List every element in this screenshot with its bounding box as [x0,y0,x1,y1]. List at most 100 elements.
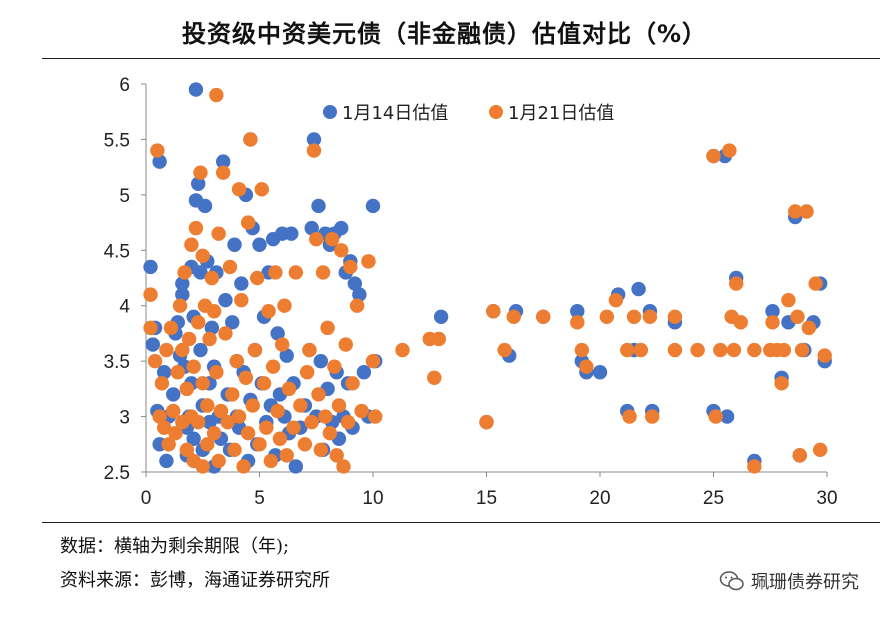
point-jan21 [170,365,185,380]
point-jan21 [733,315,748,330]
point-jan14 [186,431,201,446]
point-jan14 [347,276,363,291]
point-jan21 [354,403,369,419]
point-jan21 [331,398,347,413]
point-jan21 [329,448,344,463]
brand-name: 珮珊债券研究 [751,572,859,593]
point-jan21 [343,259,358,275]
point-jan21 [642,309,658,324]
point-jan21 [318,409,333,424]
point-jan21 [776,342,792,358]
point-jan21 [320,320,335,336]
point-jan14 [631,281,646,297]
point-jan21 [161,437,176,452]
point-jan21 [349,298,365,313]
point-jan21 [222,259,238,275]
point-jan21 [191,315,206,330]
point-jan14 [143,259,158,275]
point-jan21 [245,398,260,413]
point-jan21 [801,320,817,336]
point-jan14 [570,304,585,319]
legend-label: 1月14日估值 [342,103,448,124]
point-jan21 [261,304,276,319]
point-jan21 [311,387,326,402]
point-jan21 [270,403,285,419]
point-jan21 [690,342,705,358]
point-jan14 [156,365,172,380]
y-tick-label: 5 [119,186,130,207]
point-jan14 [313,353,328,369]
y-tick-label: 6 [119,75,130,96]
x-tick-label: 5 [254,488,265,509]
point-jan21 [626,309,642,324]
watermark-brand: 珮珊债券研究 [719,568,859,594]
point-jan21 [254,182,269,197]
point-jan14 [356,365,372,380]
point-jan14 [284,226,299,241]
point-jan21 [154,376,170,391]
point-jan14 [166,387,181,402]
point-jan21 [179,442,195,458]
point-jan21 [225,387,240,402]
point-jan21 [168,426,183,441]
point-jan14 [765,304,780,319]
point-jan21 [304,414,319,430]
point-jan21 [195,459,210,474]
point-jan21 [186,359,201,374]
point-jan21 [281,381,297,397]
point-jan21 [309,232,324,247]
wechat-icon [719,571,744,591]
footer-rule [42,522,880,523]
point-jan21 [179,381,195,397]
point-jan21 [211,226,226,241]
point-jan21 [431,331,447,347]
point-jan21 [729,276,744,291]
point-jan21 [774,376,789,391]
legend-marker [489,105,503,119]
point-jan21 [152,409,167,424]
scatter-chart: 2.5 3 3.5 4 4.5 5 5.5 6 0 5 10 15 20 25 30 1月14日估值 1月21日… [104,75,838,509]
point-jan21 [275,337,290,352]
point-jan21 [792,448,807,463]
point-jan21 [293,398,308,413]
point-jan21 [215,165,231,180]
point-jan21 [812,442,828,458]
point-jan21 [227,442,242,458]
point-jan21 [633,342,649,358]
point-jan14 [234,276,249,291]
point-jan14 [204,320,220,336]
point-jan14 [159,453,174,469]
point-jan21 [345,376,360,391]
point-jan21 [177,265,192,280]
point-jan14 [215,154,231,169]
legend-marker [323,105,337,119]
point-jan21 [297,437,313,452]
point-jan21 [486,304,501,319]
x-tick-label: 25 [703,488,724,509]
y-tick-label: 4.5 [104,241,130,262]
y-tick-label: 2.5 [104,463,130,484]
point-jan21 [231,182,247,197]
point-jan21 [240,426,256,441]
point-jan21 [206,426,222,441]
point-jan21 [570,315,585,330]
point-jan21 [159,342,174,358]
point-jan21 [361,254,376,269]
point-jan21 [781,292,796,308]
point-jan21 [277,298,292,313]
point-jan14 [145,337,161,352]
point-jan14 [311,198,326,214]
point-jan21 [788,204,803,219]
x-tick-label: 10 [362,488,383,509]
point-jan21 [147,353,163,369]
chart-title: 投资级中资美元债（非金融债）估值对比（%） [181,20,708,48]
point-jan14 [352,287,367,302]
point-jan21 [747,459,762,474]
point-jan21 [218,326,233,341]
point-jan21 [497,342,512,358]
point-jan21 [302,342,317,358]
point-jan21 [336,459,351,474]
point-jan21 [191,414,206,430]
point-jan21 [202,331,217,347]
point-jan21 [365,353,381,369]
